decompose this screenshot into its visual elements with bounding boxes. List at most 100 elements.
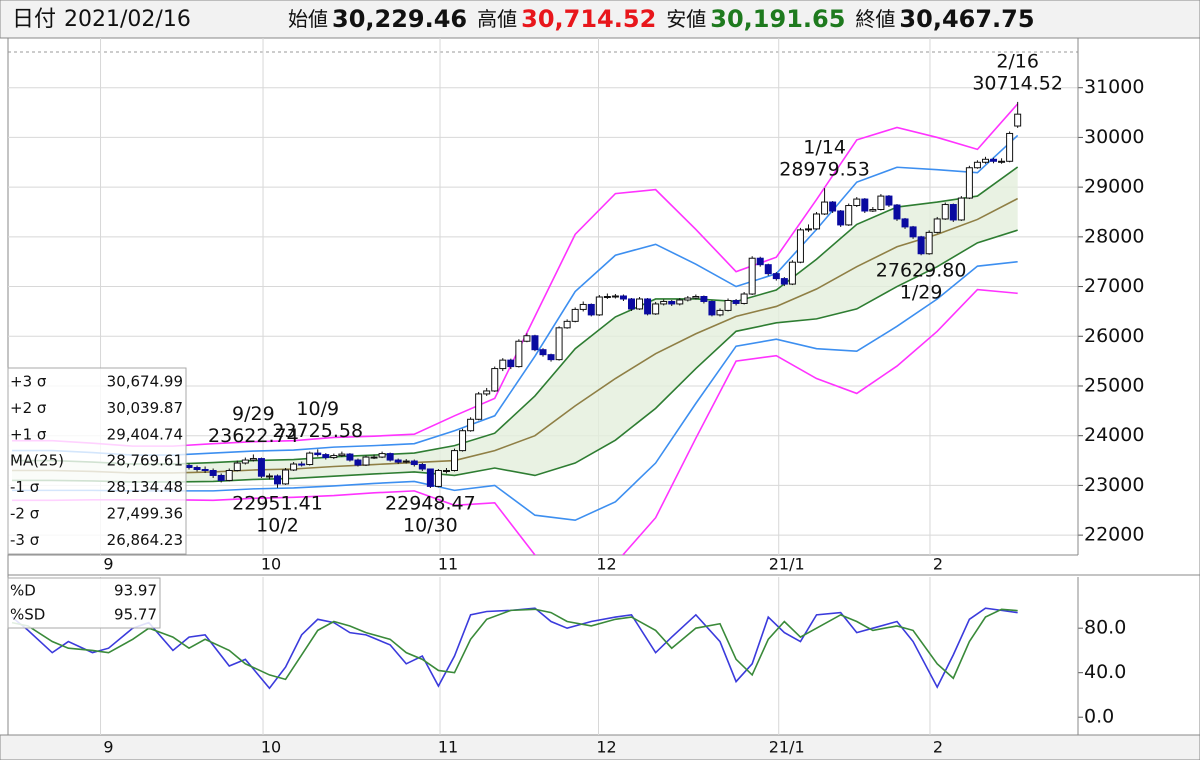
candle-body: [893, 204, 901, 220]
candle-body: [185, 465, 193, 469]
annotation-date: 1/14: [803, 137, 846, 159]
y-tick-label: 30000: [1084, 126, 1144, 148]
candle-body: [378, 453, 386, 458]
candle-body: [531, 335, 539, 351]
annotation-value: 30714.52: [972, 72, 1063, 94]
candle-body: [627, 298, 635, 310]
y-tick-label: 27000: [1084, 275, 1144, 297]
candle-body: [362, 456, 370, 466]
candle-body: [483, 390, 491, 395]
candle-body: [845, 205, 853, 226]
candle-body: [716, 309, 724, 316]
candle-body: [314, 452, 322, 456]
date-label: 日付: [12, 7, 56, 32]
candle-body: [998, 160, 1006, 163]
x-tick-label: 2: [933, 738, 943, 757]
candle-body: [475, 393, 483, 420]
candle-body: [595, 296, 603, 316]
candle-body: [990, 158, 998, 162]
candle-body: [973, 161, 981, 169]
candle-body: [925, 231, 933, 255]
candle-body: [322, 454, 330, 459]
candle-body: [708, 300, 716, 316]
candle-body: [193, 467, 201, 470]
y-tick-label: 0.0: [1084, 706, 1114, 728]
field-value: 30,467.75: [899, 5, 1034, 33]
y-tick-label: 23000: [1084, 474, 1144, 496]
legend-value: 30,039.87: [107, 399, 183, 417]
candle-body: [499, 359, 507, 370]
header-fields: 始値 30,229.46 高値 30,714.52 安値 30,191.65 終値 30,46…: [288, 5, 1035, 33]
candle-body: [660, 300, 668, 305]
legend-value: 93.97: [114, 582, 157, 600]
annotation-value: 23725.58: [272, 420, 363, 442]
candle-body: [209, 469, 217, 476]
candle-body: [885, 195, 893, 206]
candle-body: [949, 204, 957, 221]
x-tick-label: 21/1: [769, 555, 805, 574]
candle-body: [426, 468, 434, 487]
field-label: 高値: [477, 7, 517, 31]
candle-body: [394, 459, 402, 463]
candle-body: [233, 462, 241, 471]
candle-body: [813, 213, 821, 230]
x-tick-label: 2: [933, 555, 943, 574]
candle-body: [587, 303, 595, 316]
candle-body: [965, 167, 973, 199]
x-tick-label: 21/1: [769, 738, 805, 757]
legend-name: %D: [10, 582, 36, 600]
candle-body: [933, 218, 941, 233]
legend-name: -1 σ: [10, 478, 40, 496]
y-tick-label: 40.0: [1084, 661, 1126, 683]
candle-body: [467, 418, 475, 432]
x-tick-label: 9: [103, 555, 113, 574]
candle-body: [507, 359, 515, 368]
annotation-date: 10/9: [296, 398, 339, 420]
y-tick-label: 26000: [1084, 325, 1144, 347]
candle-body: [571, 308, 579, 322]
annotation-date: 1/29: [900, 282, 943, 304]
legend-name: -2 σ: [10, 505, 40, 523]
annotation-date: 9/29: [232, 403, 275, 425]
x-tick-label: 11: [438, 738, 458, 757]
annotation-date: 2/16: [996, 50, 1039, 72]
candle-body: [306, 452, 314, 466]
candle-body: [282, 469, 290, 485]
candle-body: [837, 210, 845, 226]
legend-value: 26,864.23: [107, 531, 183, 549]
candle-body: [877, 195, 885, 211]
y-tick-label: 24000: [1084, 424, 1144, 446]
annotation-date: 10/2: [256, 514, 299, 536]
candle-body: [459, 430, 467, 452]
candle-body: [796, 229, 804, 263]
x-tick-label: 12: [596, 738, 616, 757]
candle-body: [579, 303, 587, 310]
candle-body: [821, 201, 829, 215]
candle-body: [354, 459, 362, 466]
legend-box: [7, 367, 187, 555]
candle-body: [201, 468, 209, 471]
candle-body: [241, 459, 249, 464]
x-tick-label: 9: [103, 738, 113, 757]
candle-body: [917, 236, 925, 255]
y-tick-label: 28000: [1084, 225, 1144, 247]
field-label: 終値: [855, 7, 895, 31]
candle-body: [732, 299, 740, 304]
candle-body: [692, 296, 700, 299]
x-tick-label: 10: [261, 738, 281, 757]
annotation-value: 22951.41: [232, 492, 323, 514]
candle-body: [290, 463, 298, 471]
candle-body: [603, 296, 611, 298]
y-tick-label: 31000: [1084, 76, 1144, 98]
annotation-value: 22948.47: [385, 492, 476, 514]
candle-body: [700, 296, 708, 302]
annotation-value: 23622.74: [208, 425, 299, 447]
field-label: 始値: [288, 7, 328, 31]
candle-body: [418, 464, 426, 470]
candle-body: [764, 264, 772, 275]
candle-body: [644, 298, 652, 315]
candle-body: [563, 320, 571, 329]
candle-body: [901, 218, 909, 228]
